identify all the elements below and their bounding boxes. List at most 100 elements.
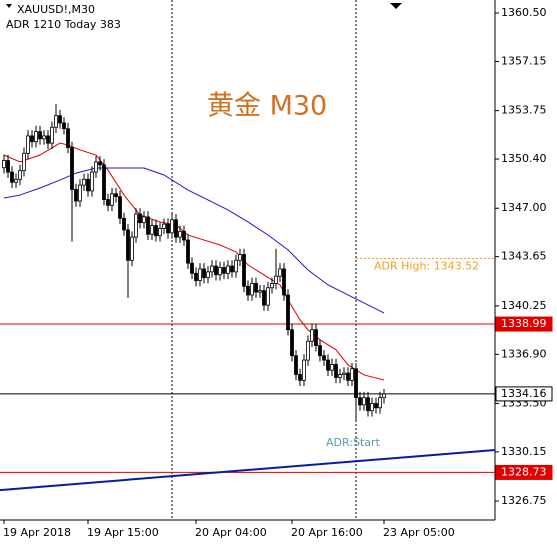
candle-body (38, 131, 42, 140)
candle-body (170, 219, 174, 234)
candle-body (314, 329, 318, 347)
candle-body (34, 131, 38, 143)
y-tick-label: 1330.15 (501, 445, 547, 458)
candle-body (370, 403, 374, 412)
candle-body (46, 135, 50, 144)
candle-body (234, 259, 238, 273)
candle-body (18, 170, 22, 180)
x-tick-label: 23 Apr 05:00 (383, 526, 455, 539)
candle-body (206, 271, 210, 279)
candle-body (122, 217, 126, 231)
candle-body (54, 115, 58, 128)
symbol-label: XAUUSD!,M30 (17, 3, 95, 16)
candle-body (342, 372, 346, 375)
candle-body (158, 228, 162, 237)
y-tick-label: 1326.75 (501, 494, 547, 507)
candle-body (286, 294, 290, 331)
y-tick-label: 1360.50 (501, 6, 547, 19)
candle-body (362, 397, 366, 406)
y-tick-label: 1350.40 (501, 152, 547, 165)
price-tag (495, 464, 553, 480)
moving-average (3, 167, 385, 314)
candle-body (74, 189, 78, 202)
candle-body (262, 290, 266, 306)
candle-body (2, 160, 6, 169)
candle-body (326, 359, 330, 371)
candle-body (78, 184, 82, 202)
candle-body (150, 225, 154, 235)
menu-arrow[interactable] (6, 4, 12, 8)
candle-body (246, 285, 250, 296)
chart-title: 黄金 M30 (207, 91, 327, 122)
candle-body (254, 283, 258, 293)
candle-body (22, 152, 26, 172)
candle-body (222, 267, 226, 274)
candle-body (126, 229, 130, 261)
candle-body (178, 230, 182, 238)
y-tick-label: 1340.25 (501, 299, 547, 312)
candle-body (10, 171, 14, 183)
candle-body (238, 254, 242, 261)
candle-body (50, 126, 54, 144)
candle-body (114, 193, 118, 198)
candle-body (6, 160, 10, 173)
candle-body (338, 374, 342, 378)
adr-start-label: ADR:Start (326, 436, 381, 449)
candle-body (382, 393, 386, 399)
adr-high-label: ADR High: 1343.52 (374, 260, 479, 273)
candle-body (274, 275, 278, 284)
x-tick-label: 19 Apr 2018 (3, 526, 71, 539)
y-tick-label: 1347.00 (501, 201, 547, 214)
candle-body (294, 355, 298, 375)
candle-body (202, 268, 206, 279)
shift-marker (390, 3, 402, 9)
x-tick-label: 19 Apr 15:00 (87, 526, 159, 539)
candle-body (26, 135, 30, 154)
candle-body (226, 265, 230, 274)
candle-body (66, 128, 70, 148)
candle-body (110, 193, 114, 206)
candle-body (266, 287, 270, 306)
y-tick-label: 1336.90 (501, 347, 547, 360)
price-tag (495, 316, 553, 332)
candle-body (250, 283, 254, 296)
candle-body (186, 239, 190, 264)
candle-body (154, 225, 158, 237)
x-tick-label: 20 Apr 16:00 (291, 526, 363, 539)
candle-body (242, 254, 246, 287)
candle-body (94, 161, 98, 173)
candle-body (58, 115, 62, 124)
candle-body (162, 223, 166, 229)
candle-body (98, 161, 102, 166)
price-tag (495, 386, 553, 402)
candle-body (306, 340, 310, 361)
candle-body (130, 236, 134, 261)
candle-body (350, 368, 354, 381)
candle-body (302, 359, 306, 381)
candle-body (138, 213, 142, 224)
candle-body (330, 364, 334, 371)
candle-body (146, 216, 150, 235)
candle-body (82, 178, 86, 186)
candle-body (282, 268, 286, 296)
candle-body (174, 219, 178, 238)
candle-body (166, 223, 170, 234)
candle-body (378, 397, 382, 409)
candle-body (374, 403, 378, 409)
y-tick-label: 1343.65 (501, 250, 547, 263)
price-tag-label: 1328.73 (501, 465, 547, 478)
candle-body (194, 272, 198, 281)
price-tag-label: 1334.16 (501, 387, 547, 400)
trend-line (0, 449, 496, 492)
candle-body (278, 268, 282, 277)
candle-body (14, 178, 18, 183)
candle-body (102, 164, 106, 200)
candle-body (218, 267, 222, 276)
candle-body (134, 213, 138, 238)
candle-body (354, 368, 358, 399)
candle-body (310, 329, 314, 342)
candle-body (214, 265, 218, 276)
candle-body (142, 216, 146, 224)
y-tick-label: 1357.15 (501, 54, 547, 67)
